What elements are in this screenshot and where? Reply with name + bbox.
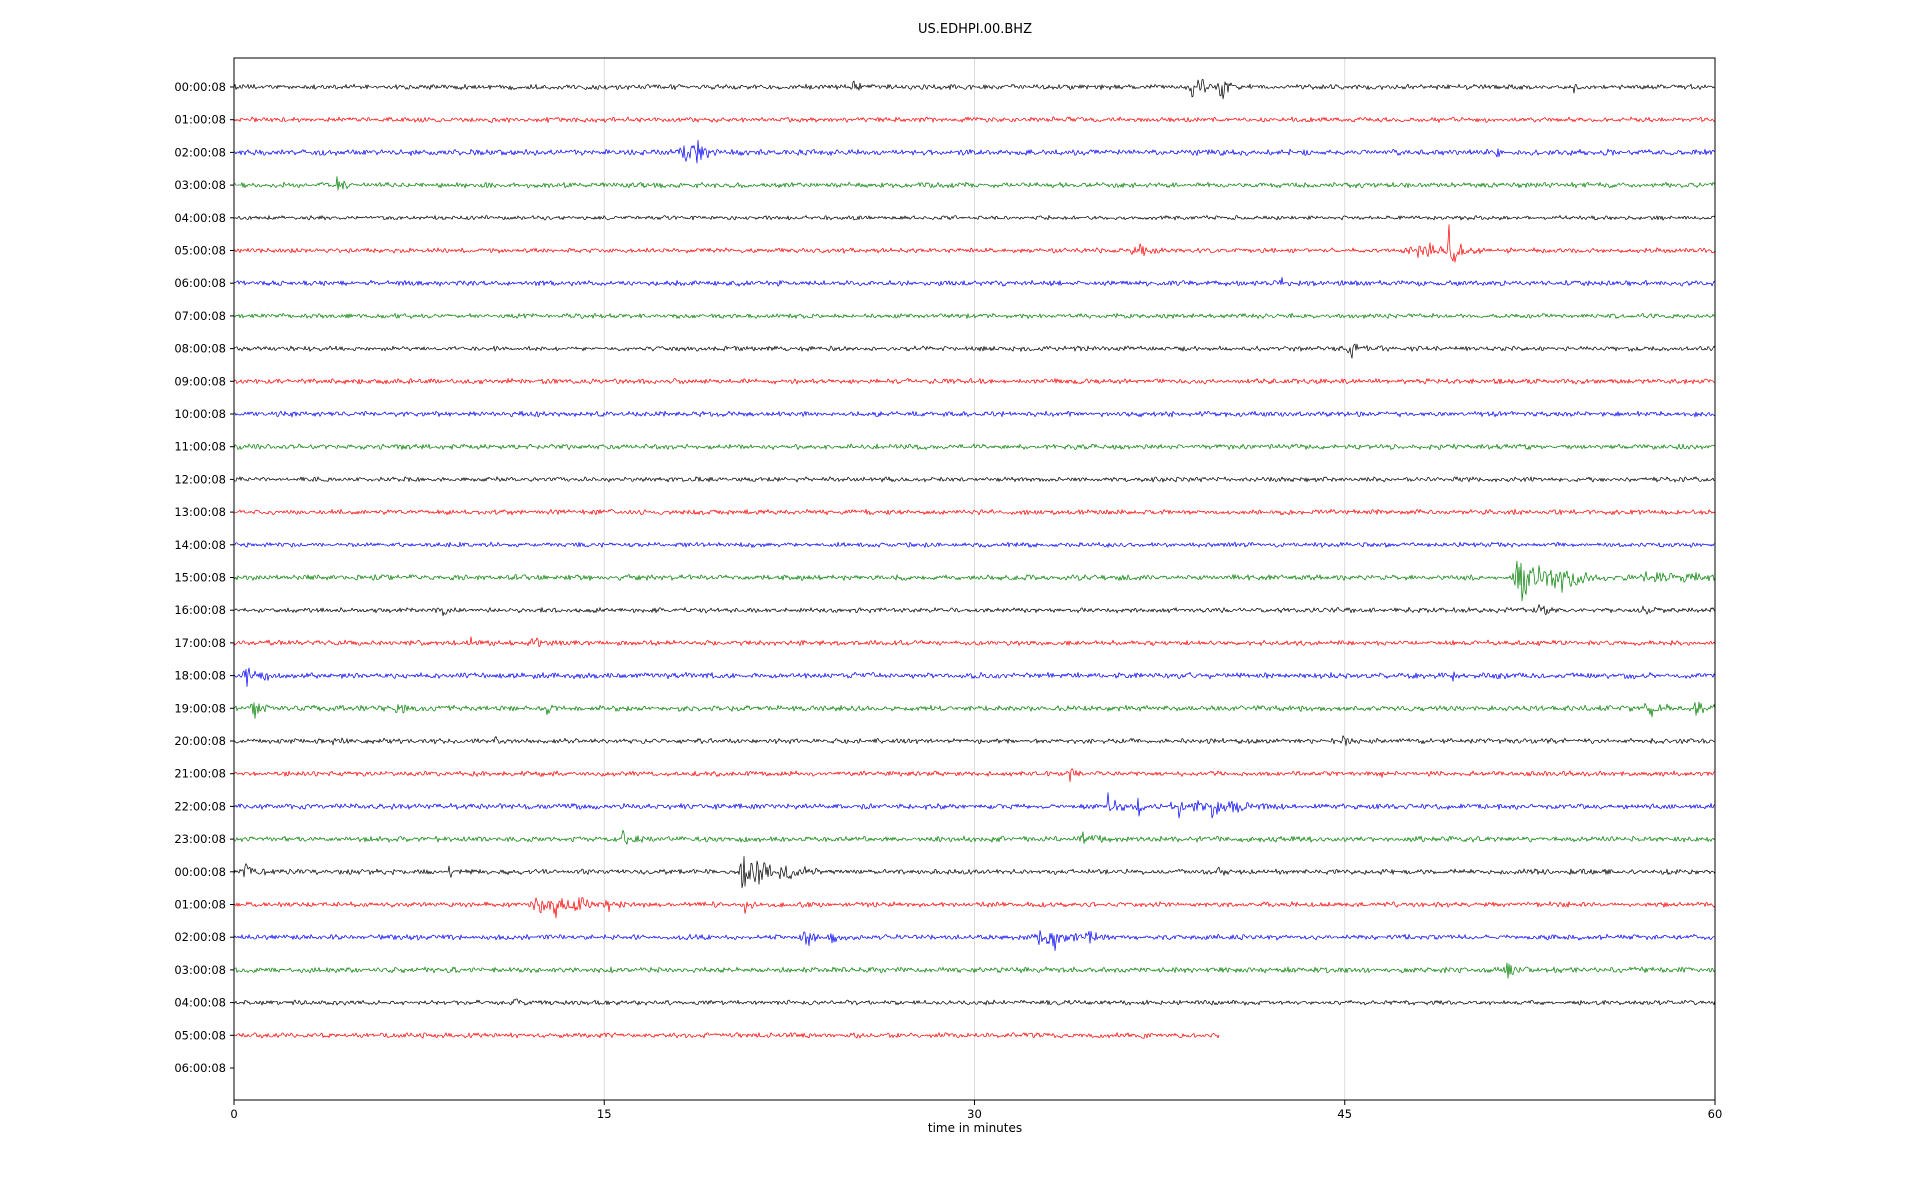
row-label-11: 11:00:08 [174, 440, 226, 454]
x-tick-label-30: 30 [967, 1107, 982, 1121]
trace-row-21 [233, 768, 1716, 783]
row-label-27: 03:00:08 [174, 963, 226, 977]
trace-row-7 [233, 312, 1716, 319]
trace-row-1 [233, 116, 1716, 123]
trace-row-22 [233, 792, 1716, 819]
trace-row-9 [233, 378, 1716, 385]
trace-row-17 [233, 636, 1716, 648]
trace-row-10 [233, 410, 1716, 418]
row-label-13: 13:00:08 [174, 505, 226, 519]
row-label-21: 21:00:08 [174, 767, 226, 781]
row-label-20: 20:00:08 [174, 734, 226, 748]
row-label-29: 05:00:08 [174, 1028, 226, 1042]
trace-row-14 [233, 541, 1716, 548]
trace-row-19 [233, 701, 1716, 719]
trace-row-5 [233, 224, 1716, 263]
trace-row-29 [233, 1032, 1220, 1039]
row-label-23: 23:00:08 [174, 832, 226, 846]
row-label-7: 07:00:08 [174, 309, 226, 323]
x-tick-label-60: 60 [1708, 1107, 1723, 1121]
trace-row-15 [233, 560, 1716, 602]
row-label-2: 02:00:08 [174, 145, 226, 159]
row-label-24: 00:00:08 [174, 865, 226, 879]
row-label-22: 22:00:08 [174, 799, 226, 813]
x-tick-label-0: 0 [230, 1107, 237, 1121]
row-label-14: 14:00:08 [174, 538, 226, 552]
row-label-9: 09:00:08 [174, 374, 226, 388]
plot-border [233, 57, 1716, 1101]
trace-row-2 [233, 139, 1716, 164]
trace-row-3 [233, 176, 1716, 191]
row-label-18: 18:00:08 [174, 669, 226, 683]
trace-area [233, 79, 1716, 1039]
trace-row-28 [233, 998, 1716, 1006]
trace-row-26 [233, 930, 1716, 951]
x-tick-label-45: 45 [1337, 1107, 1352, 1121]
row-label-30: 06:00:08 [174, 1061, 226, 1075]
row-label-25: 01:00:08 [174, 898, 226, 912]
trace-row-8 [233, 343, 1716, 359]
row-label-3: 03:00:08 [174, 178, 226, 192]
page-title: US.EDHPI.00.BHZ [918, 22, 1032, 37]
trace-row-11 [233, 443, 1716, 451]
row-label-0: 00:00:08 [174, 80, 226, 94]
row-label-8: 08:00:08 [174, 342, 226, 356]
row-label-16: 16:00:08 [174, 603, 226, 617]
trace-row-20 [233, 735, 1716, 746]
row-label-10: 10:00:08 [174, 407, 226, 421]
trace-row-12 [233, 476, 1716, 483]
trace-row-24 [233, 856, 1716, 889]
row-label-5: 05:00:08 [174, 244, 226, 258]
y-axis-row-labels: 00:00:08 01:00:08 02:00:08 03:00:08 04:00:08… [174, 80, 234, 1075]
row-label-28: 04:00:08 [174, 996, 226, 1010]
row-label-1: 01:00:08 [174, 113, 226, 127]
row-label-17: 17:00:08 [174, 636, 226, 650]
x-tick-label-15: 15 [597, 1107, 612, 1121]
row-label-12: 12:00:08 [174, 472, 226, 486]
row-label-6: 06:00:08 [174, 276, 226, 290]
trace-row-18 [233, 667, 1716, 687]
trace-row-27 [233, 962, 1716, 979]
trace-row-6 [233, 277, 1716, 287]
row-label-4: 04:00:08 [174, 211, 226, 225]
trace-row-13 [233, 508, 1716, 516]
row-label-15: 15:00:08 [174, 571, 226, 585]
trace-row-23 [233, 829, 1716, 845]
row-label-19: 19:00:08 [174, 701, 226, 715]
x-axis: 0 15 30 45 60 [230, 1100, 1722, 1121]
trace-row-0 [233, 79, 1716, 100]
trace-row-16 [233, 604, 1716, 617]
x-axis-label: time in minutes [928, 1121, 1022, 1135]
trace-row-4 [233, 214, 1716, 221]
trace-row-25 [233, 897, 1716, 919]
row-label-26: 02:00:08 [174, 930, 226, 944]
